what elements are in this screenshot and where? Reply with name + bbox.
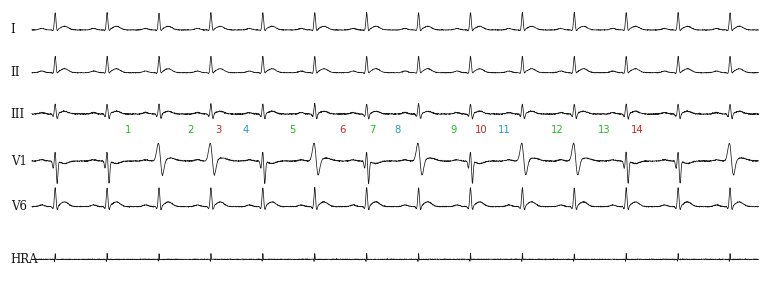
Text: 14: 14 [631, 125, 643, 135]
Text: 8: 8 [394, 125, 401, 135]
Text: 6: 6 [339, 125, 345, 135]
Text: I: I [11, 23, 15, 36]
Text: 3: 3 [216, 125, 222, 135]
Text: 1: 1 [125, 125, 131, 135]
Text: 7: 7 [369, 125, 375, 135]
Text: HRA: HRA [11, 253, 38, 266]
Text: V1: V1 [11, 154, 27, 168]
Text: III: III [11, 107, 25, 121]
Text: 12: 12 [551, 125, 563, 135]
Text: 4: 4 [242, 125, 249, 135]
Text: 13: 13 [598, 125, 610, 135]
Text: V6: V6 [11, 200, 27, 213]
Text: 10: 10 [475, 125, 487, 135]
Text: II: II [11, 66, 20, 79]
Text: 11: 11 [498, 125, 510, 135]
Text: 5: 5 [290, 125, 296, 135]
Text: 9: 9 [451, 125, 457, 135]
Text: 2: 2 [187, 125, 193, 135]
